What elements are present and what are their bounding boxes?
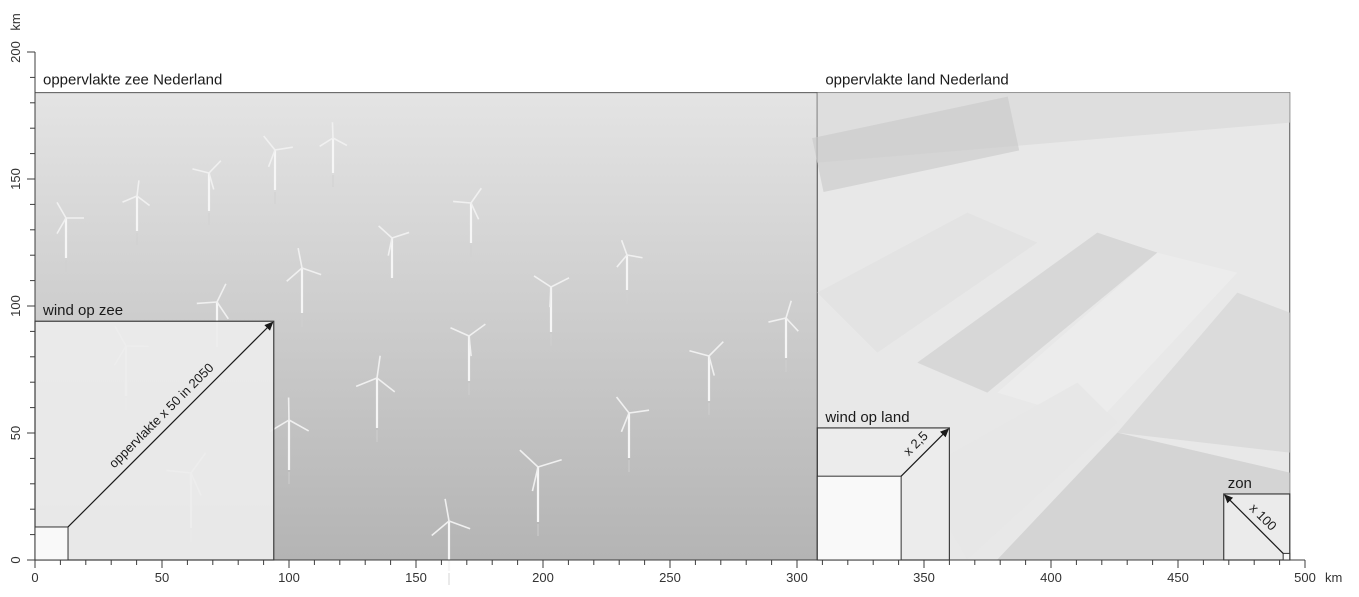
wind-sea-current-square	[35, 527, 68, 560]
y-tick-label: 150	[8, 168, 23, 190]
sun-current-square	[1283, 553, 1290, 560]
x-tick-label: 100	[278, 570, 300, 585]
wind-sea-label: wind op zee	[42, 302, 123, 319]
x-tick-label: 250	[659, 570, 681, 585]
sea-area-label: oppervlakte zee Nederland	[43, 72, 222, 89]
x-tick-label: 350	[913, 570, 935, 585]
y-axis-unit: km	[8, 13, 23, 30]
x-tick-label: 200	[532, 570, 554, 585]
x-tick-label: 300	[786, 570, 808, 585]
x-axis-unit: km	[1325, 570, 1342, 585]
y-tick-label: 50	[8, 426, 23, 440]
x-tick-label: 50	[155, 570, 169, 585]
x-tick-label: 400	[1040, 570, 1062, 585]
wind-land-current-square	[817, 476, 901, 560]
y-axis: 0 50 100 150 200 km	[8, 13, 35, 563]
x-axis: 0 50 100 150 200 250 300 350 400 450 500 km	[31, 560, 1342, 585]
y-tick-label: 100	[8, 295, 23, 317]
y-tick-label: 200	[8, 41, 23, 63]
wind-land-label: wind op land	[824, 409, 909, 426]
sun-label: zon	[1228, 475, 1252, 492]
x-tick-label: 450	[1167, 570, 1189, 585]
x-tick-label: 0	[31, 570, 38, 585]
x-tick-label: 500	[1294, 570, 1316, 585]
y-tick-label: 0	[8, 556, 23, 563]
land-area-label: oppervlakte land Nederland	[825, 72, 1008, 89]
x-tick-label: 150	[405, 570, 427, 585]
